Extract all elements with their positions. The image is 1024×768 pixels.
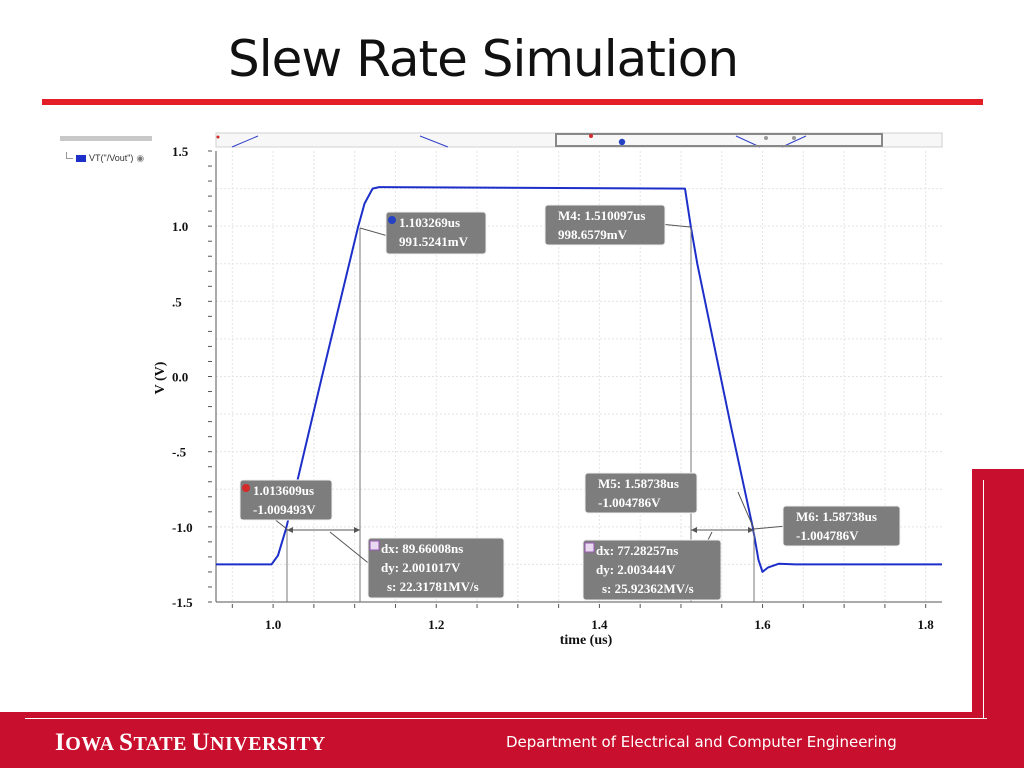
marker-text-line: M4: 1.510097us	[558, 208, 645, 223]
series-swatch	[76, 155, 86, 162]
marker-label-m5[interactable]: M5: 1.58738us -1.004786V	[584, 472, 698, 514]
marker-text-line: dx: 89.66008ns	[381, 541, 463, 556]
marker-text-line: s: 22.31781MV/s	[387, 579, 479, 594]
y-tick-label: 1.5	[172, 144, 189, 159]
x-tick-label: 1.2	[428, 617, 444, 632]
marker-box	[782, 505, 901, 547]
marker-text-line: M5: 1.58738us	[598, 476, 679, 491]
marker-label-delta-rise[interactable]: dx: 89.66008ns dy: 2.001017V s: 22.31781MV…	[367, 537, 505, 599]
waveform-chart: 1.5 1.0 .5 0.0 -.5 -1.0 -1.5 1.0 1.2 1.4 1.6 1.8 V…	[152, 132, 944, 650]
title-underline	[42, 99, 983, 105]
footer-rule	[25, 718, 987, 719]
marker-label-delta-fall[interactable]: dx: 77.28257ns dy: 2.003444V s: 25.92362MV…	[582, 539, 722, 601]
y-tick-label: -1.0	[172, 520, 193, 535]
delta-icon	[584, 542, 595, 553]
y-tick-label: -1.5	[172, 595, 193, 610]
footer-band	[0, 712, 1024, 768]
x-tick-label: 1.0	[265, 617, 281, 632]
marker-text-line: 998.6579mV	[558, 227, 628, 242]
side-accent-band	[972, 469, 1024, 714]
tree-branch-icon	[66, 152, 73, 159]
marker-text-line: dx: 77.28257ns	[596, 543, 678, 558]
delta-fall-arrow-right	[748, 527, 754, 533]
university-wordmark: IOWA STATE UNIVERSITY	[55, 729, 326, 756]
y-tick-label: 1.0	[172, 219, 188, 234]
eye-icon[interactable]: ◉	[136, 153, 145, 163]
legend-entry[interactable]: VT("/Vout") ◉	[66, 152, 144, 164]
grid	[216, 151, 942, 602]
x-tick-label: 1.6	[754, 617, 771, 632]
marker-box	[544, 204, 666, 246]
y-tick-label: .5	[172, 294, 182, 309]
marker-text-line: 991.5241mV	[399, 234, 469, 249]
marker-box	[584, 472, 698, 514]
marker-box	[239, 479, 333, 521]
x-tick-labels: 1.0 1.2 1.4 1.6 1.8	[265, 617, 934, 632]
marker-badge-icon	[388, 216, 396, 224]
marker-label-m0[interactable]: 1.013609us -1.009493V	[239, 479, 333, 521]
overview-strip	[215, 132, 943, 148]
y-axis-title: V (V)	[153, 361, 168, 394]
marker-label-m6[interactable]: M6: 1.58738us -1.004786V	[782, 505, 901, 547]
delta-rise-arrow-left	[287, 527, 293, 533]
y-tick-label: 0.0	[172, 370, 188, 385]
slide-title: Slew Rate Simulation	[228, 30, 739, 88]
y-tick-labels: 1.5 1.0 .5 0.0 -.5 -1.0 -1.5	[172, 144, 193, 610]
department-name: Department of Electrical and Computer En…	[506, 733, 897, 751]
marker-box	[385, 211, 487, 255]
marker-text-line: dy: 2.003444V	[596, 562, 676, 577]
marker-badge-icon	[242, 484, 250, 492]
axes	[208, 150, 942, 608]
delta-rise-arrow-right	[354, 527, 360, 533]
marker-text-line: -1.004786V	[796, 528, 859, 543]
x-axis-title: time (us)	[560, 633, 613, 648]
marker-text-line: 1.103269us	[399, 215, 460, 230]
y-tick-label: -.5	[172, 445, 187, 460]
delta-icon	[369, 540, 380, 551]
legend-panel-header	[60, 136, 153, 141]
marker-labels: 1.103269us 991.5241mV M4: 1.510097us 998.65…	[239, 204, 901, 601]
side-accent-rule	[983, 480, 984, 718]
marker-text-line: s: 25.92362MV/s	[602, 581, 694, 596]
x-tick-label: 1.8	[918, 617, 935, 632]
marker-text-line: -1.009493V	[253, 502, 316, 517]
marker-label-m1[interactable]: 1.103269us 991.5241mV	[385, 211, 487, 255]
delta-fall-arrow-left	[691, 527, 697, 533]
marker-box	[367, 537, 505, 599]
marker-text-line: 1.013609us	[253, 483, 314, 498]
marker-text-line: -1.004786V	[598, 495, 661, 510]
legend-label: VT("/Vout")	[89, 153, 134, 163]
marker-box	[582, 539, 722, 601]
marker-text-line: M6: 1.58738us	[796, 509, 877, 524]
legend-panel	[60, 136, 155, 650]
marker-label-m4[interactable]: M4: 1.510097us 998.6579mV	[544, 204, 666, 246]
x-tick-label: 1.4	[591, 617, 608, 632]
marker-text-line: dy: 2.001017V	[381, 560, 461, 575]
